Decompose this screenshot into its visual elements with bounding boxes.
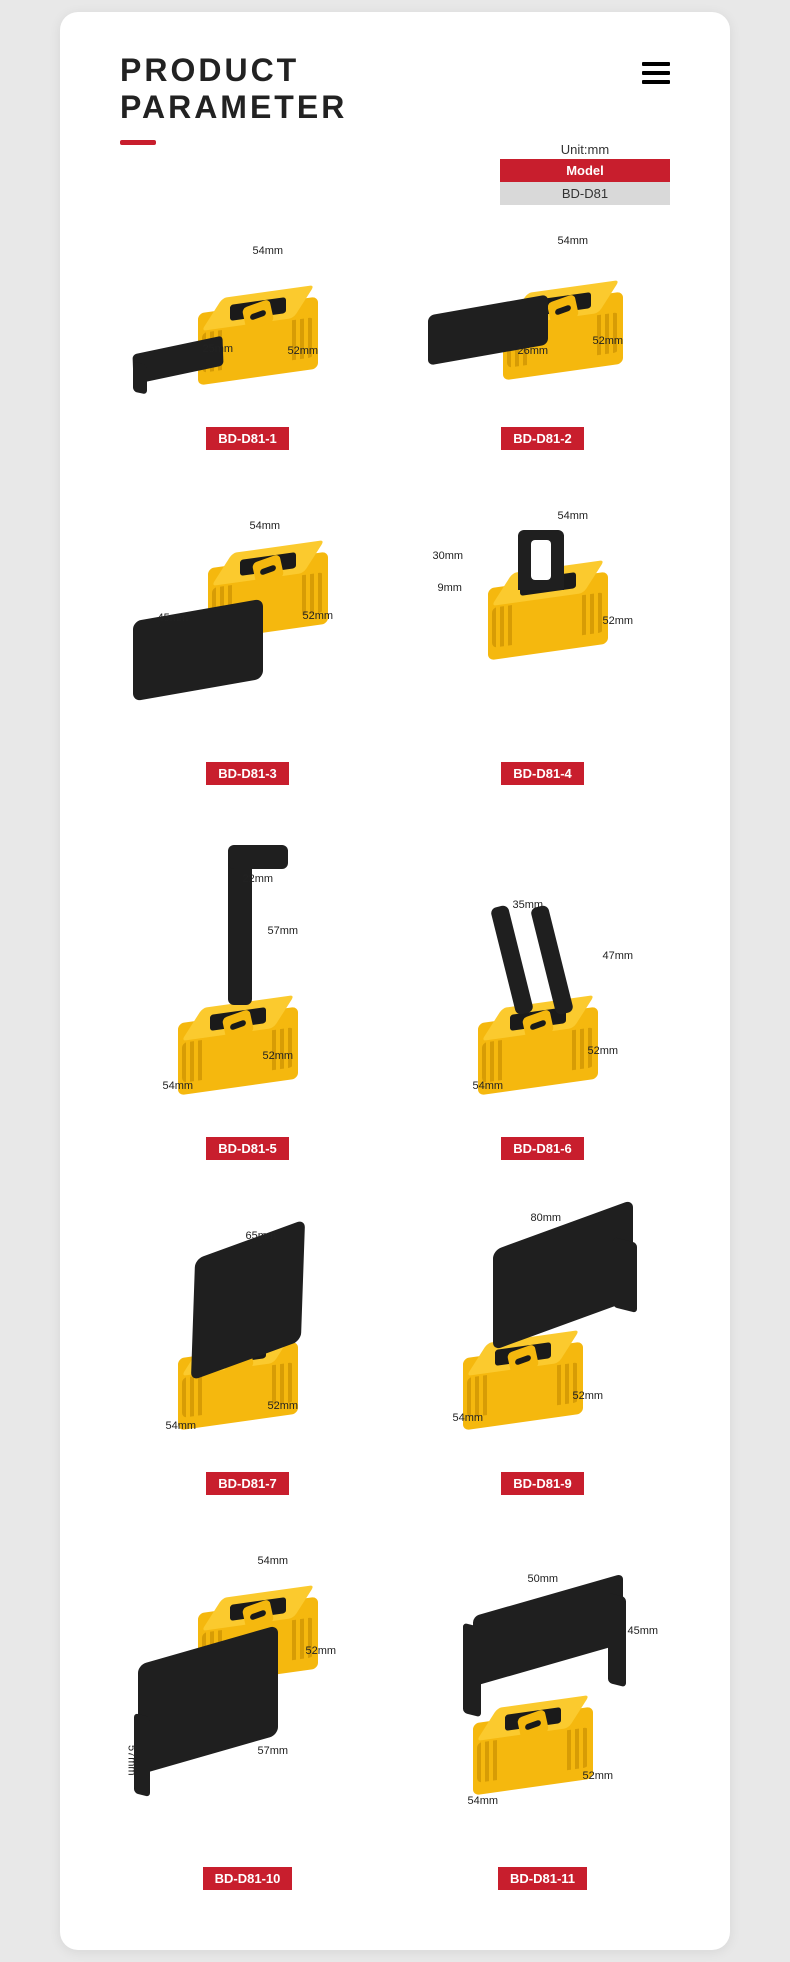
product-label: BD-D81-1 (206, 427, 289, 450)
product-figure: 80mm 52mm 54mm (433, 1200, 653, 1460)
dim-w: 54mm (473, 1080, 504, 1092)
dim-h1: 30mm (433, 550, 464, 562)
product-label: BD-D81-6 (501, 1137, 584, 1160)
product-figure: 54mm 52mm 45mm (138, 490, 358, 750)
product-figure: 54mm 52mm 26mm (433, 215, 653, 415)
page-card: PRODUCT PARAMETER Unit:mm Model BD-D81 5… (60, 12, 730, 1950)
dim-d: 52mm (263, 1050, 294, 1062)
page-title: PRODUCT PARAMETER (120, 52, 670, 126)
product-label: BD-D81-3 (206, 762, 289, 785)
dim-fork-h: 47mm (603, 950, 634, 962)
dim-flap: 80mm (531, 1212, 562, 1224)
dim-d: 52mm (588, 1045, 619, 1057)
dim-w: 54mm (453, 1412, 484, 1424)
dim-w: 54mm (258, 1555, 289, 1567)
product-item: 65mm 52mm 54mm BD-D81-7 (120, 1200, 375, 1495)
title-line-2: PARAMETER (120, 89, 347, 125)
model-header: Model (500, 159, 670, 182)
dim-extra: 26mm (518, 345, 549, 357)
product-label: BD-D81-2 (501, 427, 584, 450)
product-item: 54mm 52mm 57mm 57mm BD-D81-10 (120, 1535, 375, 1890)
product-figure: 54mm 52mm 57mm 57mm (138, 1535, 358, 1855)
title-line-1: PRODUCT (120, 52, 299, 88)
dim-side: 57mm (126, 1745, 138, 1776)
dim-h2: 9mm (438, 582, 462, 594)
product-item: 22mm 57mm 52mm 54mm BD-D81-5 (120, 825, 375, 1160)
product-label: BD-D81-7 (206, 1472, 289, 1495)
model-info-block: Unit:mm Model BD-D81 (500, 142, 670, 205)
dim-fork-w: 35mm (513, 899, 544, 911)
product-item: 35mm 47mm 52mm 54mm BD-D81-6 (415, 825, 670, 1160)
dim-flap: 65mm (246, 1230, 277, 1242)
dim-flap-l: 57mm (258, 1745, 289, 1757)
dim-w: 54mm (250, 520, 281, 532)
dim-w: 54mm (163, 1080, 194, 1092)
dim-d: 52mm (303, 610, 334, 622)
dim-d: 52mm (593, 335, 624, 347)
dim-w: 54mm (558, 510, 589, 522)
product-figure: 54mm 52mm 25mm (138, 215, 358, 415)
dim-arm-w: 22mm (243, 873, 274, 885)
unit-label: Unit:mm (500, 142, 670, 157)
product-label: BD-D81-5 (206, 1137, 289, 1160)
product-label: BD-D81-10 (203, 1867, 293, 1890)
product-item: 50mm 45mm 52mm 54mm BD-D81-11 (415, 1535, 670, 1890)
product-figure: 65mm 52mm 54mm (138, 1200, 358, 1460)
product-item: 54mm 52mm 25mm BD-D81-1 (120, 215, 375, 450)
dim-arm-h: 57mm (268, 925, 299, 937)
product-figure: 54mm 52mm 30mm 9mm (433, 490, 653, 750)
product-figure: 35mm 47mm 52mm 54mm (433, 825, 653, 1125)
product-label: BD-D81-11 (498, 1867, 587, 1890)
dim-d: 52mm (288, 345, 319, 357)
model-value: BD-D81 (500, 182, 670, 205)
dim-d: 52mm (306, 1645, 337, 1657)
dim-d: 52mm (268, 1400, 299, 1412)
product-label: BD-D81-4 (501, 762, 584, 785)
dim-cap-h: 45mm (628, 1625, 659, 1637)
dim-extra: 25mm (203, 343, 234, 355)
product-item: 80mm 52mm 54mm BD-D81-9 (415, 1200, 670, 1495)
dim-d: 52mm (603, 615, 634, 627)
dim-w: 54mm (253, 245, 284, 257)
product-figure: 22mm 57mm 52mm 54mm (138, 825, 358, 1125)
dim-w: 54mm (468, 1795, 499, 1807)
dim-w: 54mm (166, 1420, 197, 1432)
product-item: 54mm 52mm 30mm 9mm BD-D81-4 (415, 490, 670, 785)
product-item: 54mm 52mm 26mm BD-D81-2 (415, 215, 670, 450)
title-underline (120, 140, 156, 145)
dim-w: 54mm (558, 235, 589, 247)
dim-d: 52mm (573, 1390, 604, 1402)
product-grid: 54mm 52mm 25mm BD-D81-1 54mm 52mm 26mm B… (120, 215, 670, 1890)
dim-cap-w: 50mm (528, 1573, 559, 1585)
product-label: BD-D81-9 (501, 1472, 584, 1495)
product-figure: 50mm 45mm 52mm 54mm (433, 1535, 653, 1855)
dim-extra: 45mm (158, 612, 189, 624)
product-item: 54mm 52mm 45mm BD-D81-3 (120, 490, 375, 785)
menu-icon[interactable] (642, 62, 670, 84)
dim-d: 52mm (583, 1770, 614, 1782)
